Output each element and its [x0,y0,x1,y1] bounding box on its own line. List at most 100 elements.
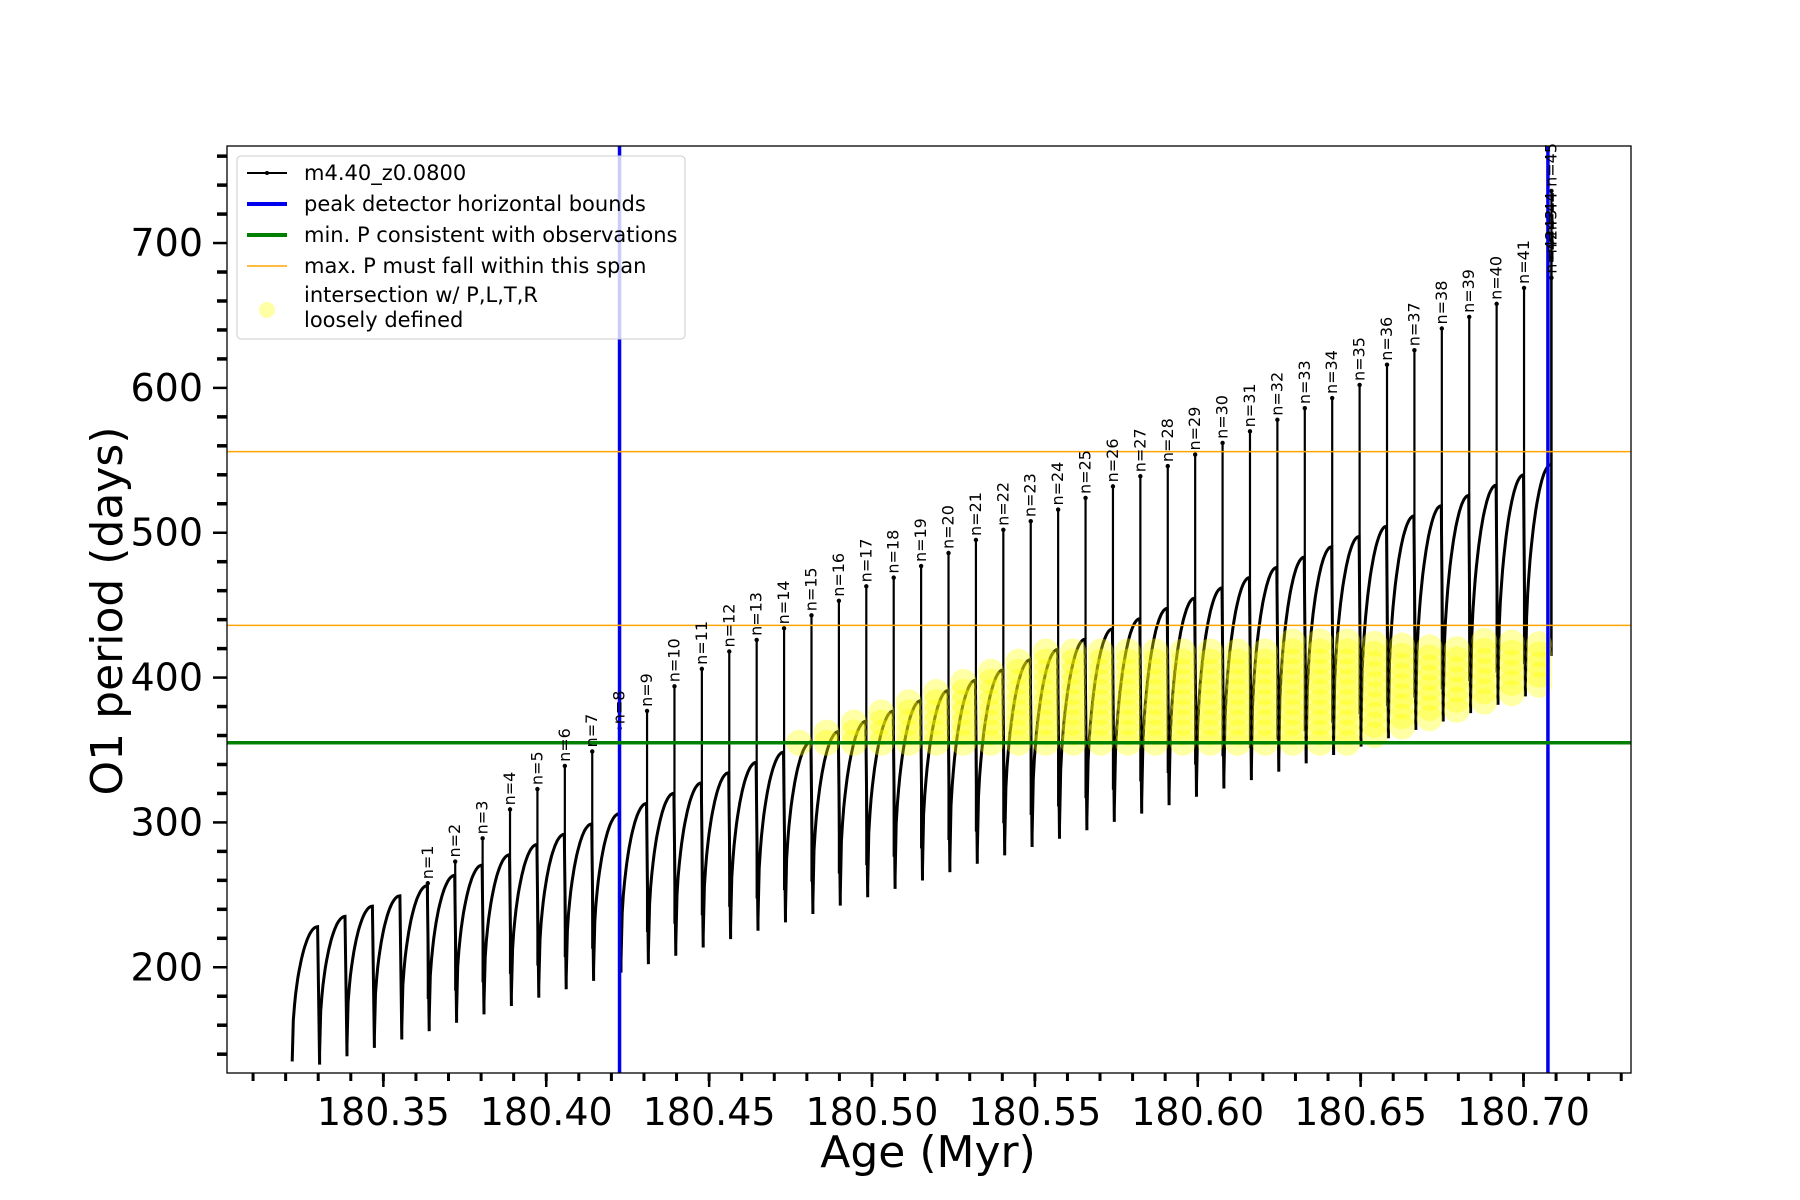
intersection-point [1361,671,1388,698]
x-tick-label: 180.55 [968,1090,1101,1134]
intersection-point [1197,679,1224,706]
intersection-point [895,689,922,716]
intersection-point [1032,648,1059,675]
x-tick-label: 180.50 [806,1090,939,1134]
peak-label: n=27 [1130,428,1149,472]
peak-label: n=39 [1459,269,1478,313]
peak-marker [562,763,568,769]
intersection-point [1060,689,1087,716]
legend-label-intersection: intersection w/ P,L,T,R [304,283,538,307]
peak-marker [1192,452,1198,457]
intersection-point [1389,703,1416,730]
peak-marker [1055,507,1061,512]
intersection-point [840,709,867,736]
reference-lines [227,146,1631,1073]
intersection-point [1498,680,1525,707]
intersection-point [1224,648,1251,675]
x-tick-label: 180.60 [1131,1090,1264,1134]
peak-label: n=19 [911,518,930,562]
peak-marker [1001,527,1006,533]
intersection-point [1142,709,1169,736]
intersection-point [1361,661,1388,688]
intersection-point [1115,638,1142,665]
intersection-point [1306,658,1333,685]
y-tick-label: 200 [130,945,203,989]
intersection-point [1334,638,1361,665]
intersection-point [1005,648,1032,675]
intersection-point [1032,689,1059,716]
intersection-point [950,719,977,746]
peak-label: n=2 [445,824,464,858]
intersection-point [1526,661,1553,688]
intersection-point [1279,648,1306,675]
intersection-point [977,689,1004,716]
intersection-layer [786,627,1553,756]
intersection-point [1005,699,1032,726]
intersection-point [1032,638,1059,665]
intersection-point [1060,648,1087,675]
y-axis-title: O1 period (days) [82,427,133,796]
peak-label: n=24 [1048,462,1067,506]
peak-marker [836,598,842,604]
peak-marker [1028,518,1033,524]
intersection-point [1032,709,1059,736]
intersection-point [1032,658,1059,685]
peak-marker [1549,188,1554,194]
intersection-point [923,719,950,746]
intersection-point [1115,668,1142,695]
peak-label: n=41 [1514,240,1533,284]
peak-label: n=12 [719,604,738,648]
intersection-point [1115,679,1142,706]
peak-label: n=5 [527,751,546,785]
intersection-point [1443,696,1470,723]
peak-marker [453,859,458,864]
peak-label: n=17 [856,538,875,582]
peak-label: n=29 [1185,407,1204,451]
peak-label: n=3 [473,801,492,835]
peak-label: n=33 [1295,360,1314,404]
peak-marker [535,786,540,792]
intersection-point [1005,709,1032,736]
peak-labels: n=1 n=2 n=3 n=4 n=5 n=6 n=7 n=8 n=9 n=10 n=11 n=12 n… [418,143,1561,879]
intersection-point [868,699,895,726]
intersection-point [1389,713,1416,740]
peak-marker [1384,362,1390,367]
intersection-point [1032,699,1059,726]
intersection-point [1334,679,1361,706]
intersection-point [1498,629,1525,656]
peak-label: n=26 [1103,438,1122,482]
intersection-point [1169,638,1196,665]
intersection-point [1060,719,1087,746]
peak-marker [590,749,595,754]
x-tick-label: 180.70 [1457,1090,1590,1134]
intersection-point [1169,679,1196,706]
intersection-point [1060,699,1087,726]
intersection-point [950,679,977,706]
peak-label: n=23 [1021,473,1040,517]
intersection-point [1087,658,1114,685]
intersection-point [1087,699,1114,726]
intersection-point [1471,668,1498,695]
intersection-point [1443,636,1470,663]
intersection-point [1087,648,1114,675]
intersection-point [1279,638,1306,665]
intersection-point [1169,709,1196,736]
peak-marker [809,613,814,618]
intersection-point [1252,719,1279,746]
intersection-point [1471,658,1498,685]
intersection-point [1334,668,1361,695]
intersection-point [1334,658,1361,685]
intersection-point [1115,699,1142,726]
intersection-point [1471,648,1498,674]
intersection-point [1471,688,1498,715]
intersection-point [1306,628,1333,655]
intersection-point [1443,656,1470,683]
intersection-point [1416,674,1443,701]
intersection-point [1361,630,1388,657]
intersection-point [1252,668,1279,695]
axes: 180.35 180.40 180.45 180.50 180.55 180.60 180.… [130,154,1623,1134]
peak-marker [480,836,485,841]
intersection-point [1087,668,1114,695]
intersection-point [1252,638,1279,665]
